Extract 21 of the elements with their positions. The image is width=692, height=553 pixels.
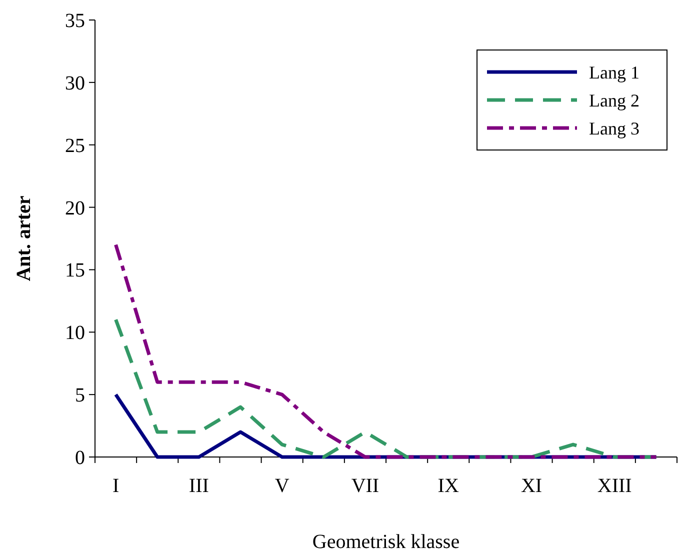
x-tick-label: VII [351,475,380,497]
line-series [114,242,658,459]
legend-label: Lang 1 [589,62,640,82]
x-axis-title: Geometrisk klasse [312,531,460,553]
y-tick-label: 35 [65,10,85,32]
y-tick-label: 20 [65,197,85,220]
x-tick-label: XI [520,475,542,497]
x-tick-label: XIII [597,475,632,497]
y-tick-label: 5 [75,384,85,407]
y-tick-label: 30 [65,72,85,94]
x-tick-label: I [112,475,120,497]
y-tick-label: 15 [65,260,85,282]
x-tick-label: III [188,475,209,497]
y-tick-label: 10 [65,322,85,344]
y-tick-label: 0 [75,447,85,469]
y-axis-title: Ant. arter [13,196,35,282]
legend-label: Lang 2 [589,90,640,110]
x-tick-label: IX [438,475,460,497]
x-tick-label: V [274,475,290,497]
legend-label: Lang 3 [589,118,640,138]
y-tick-label: 25 [65,134,85,157]
